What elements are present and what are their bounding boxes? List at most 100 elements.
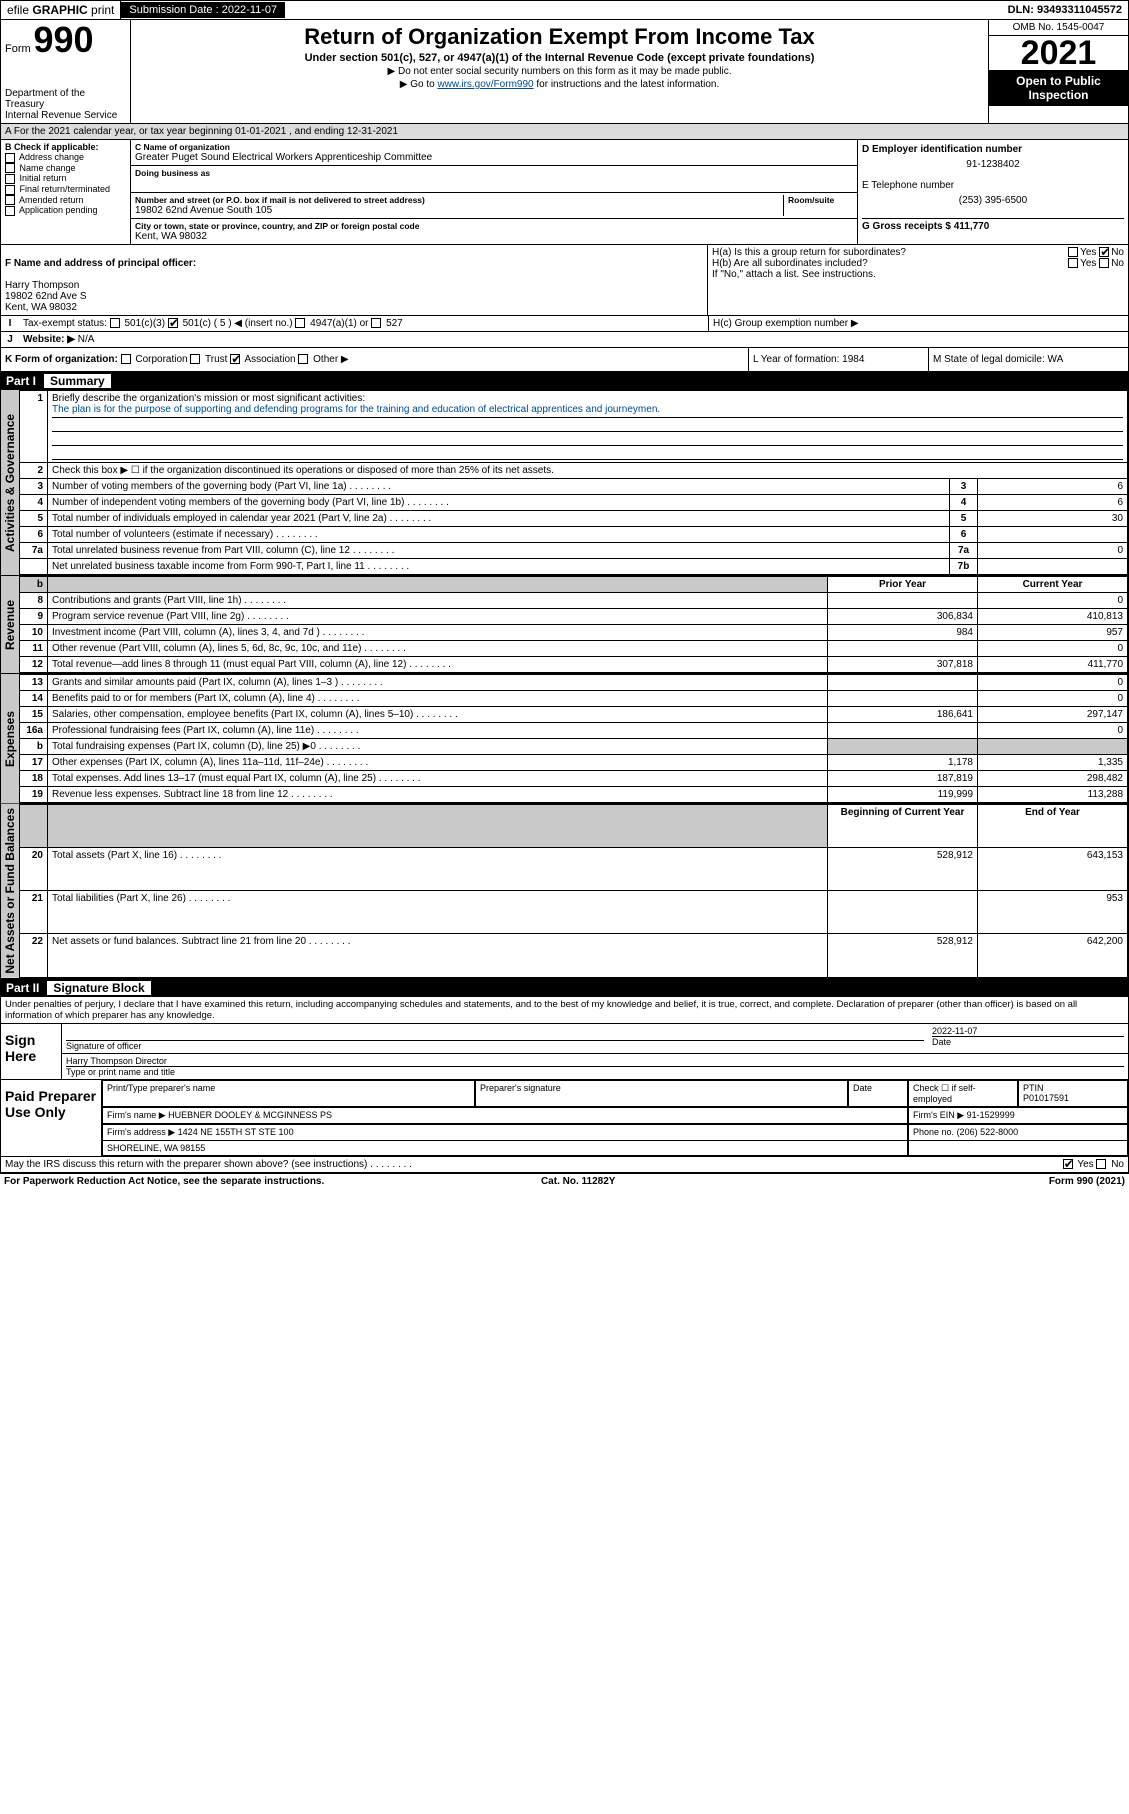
c-dba: Doing business as <box>131 166 857 193</box>
gov-row: 7aTotal unrelated business revenue from … <box>20 543 1128 559</box>
efile-graphic: GRAPHIC <box>32 3 87 17</box>
b-chk[interactable] <box>5 163 15 173</box>
b-item: Final return/terminated <box>5 184 126 195</box>
sign-here-label: Sign Here <box>1 1024 61 1079</box>
c-addr-val: 19802 62nd Avenue South 105 <box>135 205 783 216</box>
na-hdr-boy: Beginning of Current Year <box>828 805 978 848</box>
exp-wrap: Expenses 13Grants and similar amounts pa… <box>0 674 1129 804</box>
f-officer: F Name and address of principal officer:… <box>1 245 708 315</box>
gov-row: 4Number of independent voting members of… <box>20 495 1128 511</box>
discuss-no: No <box>1111 1159 1124 1170</box>
phone-lab: Phone no. <box>913 1127 954 1137</box>
sig-date: 2022-11-07 <box>932 1026 1124 1036</box>
data-row: 15Salaries, other compensation, employee… <box>20 707 1128 723</box>
officer-name: Harry Thompson Director <box>66 1056 1124 1066</box>
form-number: 990 <box>33 19 93 60</box>
g-gross: G Gross receipts $ 411,770 <box>862 221 989 232</box>
prep-name-h: Print/Type preparer's name <box>102 1080 475 1107</box>
form-title: Return of Organization Exempt From Incom… <box>137 24 982 50</box>
b-chk[interactable] <box>5 185 15 195</box>
data-row: 18Total expenses. Add lines 13–17 (must … <box>20 771 1128 787</box>
prep-sig-h: Preparer's signature <box>475 1080 848 1107</box>
sign-here-row: Sign Here Signature of officer 2022-11-0… <box>1 1023 1128 1079</box>
e-phone-label: E Telephone number <box>862 180 954 191</box>
k-chk-0[interactable] <box>121 354 131 364</box>
vtab-rev: Revenue <box>1 576 19 673</box>
i-chk-1[interactable] <box>168 318 178 328</box>
faddr2: SHORELINE, WA 98155 <box>102 1141 908 1156</box>
ptin-lab: PTIN <box>1023 1083 1044 1093</box>
j-val: N/A <box>78 334 95 345</box>
c-city-val: Kent, WA 98032 <box>135 231 853 242</box>
part2-hdr-label: Part II <box>6 981 39 995</box>
row-j: J Website: ▶ N/A <box>0 332 1129 348</box>
discuss-no-chk[interactable] <box>1096 1159 1106 1169</box>
ha-yes: Yes <box>1080 247 1096 258</box>
footer-mid: Cat. No. 11282Y <box>541 1176 615 1187</box>
j-body: Website: ▶ N/A <box>19 332 1128 347</box>
k-chk-1[interactable] <box>190 354 200 364</box>
k-opt-3: Other ▶ <box>313 354 348 365</box>
c-name: C Name of organization Greater Puget Sou… <box>131 140 857 166</box>
i-chk-2[interactable] <box>295 318 305 328</box>
b-item: Name change <box>5 163 126 174</box>
faddr-val: 1424 NE 155TH ST STE 100 <box>178 1127 294 1137</box>
form-prefix: Form <box>5 43 31 55</box>
efile-label: efile GRAPHIC print <box>1 1 121 19</box>
sig-date-label: Date <box>932 1036 1124 1047</box>
discuss-yes-chk[interactable] <box>1063 1159 1073 1169</box>
part2-title: Signature Block <box>47 981 150 995</box>
rev-hdr-py: Prior Year <box>828 577 978 593</box>
k-chk-2[interactable] <box>230 354 240 364</box>
c-addr: Number and street (or P.O. box if mail i… <box>131 193 857 219</box>
declaration: Under penalties of perjury, I declare th… <box>1 997 1128 1023</box>
i-opt-3: 527 <box>386 318 403 329</box>
d-ein-label: D Employer identification number <box>862 144 1022 155</box>
i-opt-1: 501(c) ( 5 ) ◀ (insert no.) <box>183 318 293 329</box>
b-chk[interactable] <box>5 174 15 184</box>
gov-row: 6Total number of volunteers (estimate if… <box>20 527 1128 543</box>
hb-note: If "No," attach a list. See instructions… <box>712 269 1124 280</box>
i-chk-0[interactable] <box>110 318 120 328</box>
irs-link[interactable]: www.irs.gov/Form990 <box>437 79 533 90</box>
mission-text: The plan is for the purpose of supportin… <box>52 404 1123 418</box>
discuss-text: May the IRS discuss this return with the… <box>5 1159 412 1170</box>
i-body: Tax-exempt status: 501(c)(3) 501(c) ( 5 … <box>19 316 708 331</box>
sig-block: Under penalties of perjury, I declare th… <box>0 997 1129 1173</box>
h-group: H(a) Is this a group return for subordin… <box>708 245 1128 315</box>
paid-preparer-row: Paid Preparer Use Only Print/Type prepar… <box>1 1079 1128 1156</box>
m-state: M State of legal domicile: WA <box>928 348 1128 371</box>
data-row: 16aProfessional fundraising fees (Part I… <box>20 723 1128 739</box>
data-row: 8Contributions and grants (Part VIII, li… <box>20 593 1128 609</box>
data-row: 13Grants and similar amounts paid (Part … <box>20 675 1128 691</box>
f-val: Harry Thompson 19802 62nd Ave S Kent, WA… <box>5 280 87 313</box>
data-row: 20Total assets (Part X, line 16)528,9126… <box>20 848 1128 891</box>
hb-yes-chk[interactable] <box>1068 258 1078 268</box>
line-a-taxyear: A For the 2021 calendar year, or tax yea… <box>0 124 1129 140</box>
form-header: Form 990 Department of the Treasury Inte… <box>0 20 1129 124</box>
ha-yes-chk[interactable] <box>1068 247 1078 257</box>
paid-cells: Print/Type preparer's name Preparer's si… <box>101 1080 1128 1156</box>
phone-val: (206) 522-8000 <box>957 1127 1019 1137</box>
rev-wrap: Revenue b Prior Year Current Year 8Contr… <box>0 576 1129 674</box>
discuss-yes: Yes <box>1077 1159 1093 1170</box>
i-lab: I <box>1 316 19 331</box>
data-row: 17Other expenses (Part IX, column (A), l… <box>20 755 1128 771</box>
col-d: D Employer identification number 91-1238… <box>858 140 1128 244</box>
j-lab: J <box>1 332 19 347</box>
b-chk[interactable] <box>5 153 15 163</box>
col-c: C Name of organization Greater Puget Sou… <box>131 140 858 244</box>
rev-table: b Prior Year Current Year 8Contributions… <box>19 576 1128 673</box>
i-opt-2: 4947(a)(1) or <box>310 318 368 329</box>
k-chk-3[interactable] <box>298 354 308 364</box>
b-chk[interactable] <box>5 195 15 205</box>
sig-officer-label: Signature of officer <box>66 1040 924 1051</box>
header-left: Form 990 Department of the Treasury Inte… <box>1 20 131 123</box>
row-i: I Tax-exempt status: 501(c)(3) 501(c) ( … <box>0 316 1129 332</box>
hb-no-chk[interactable] <box>1099 258 1109 268</box>
i-chk-3[interactable] <box>371 318 381 328</box>
ha-no-chk[interactable] <box>1099 247 1109 257</box>
b-chk[interactable] <box>5 206 15 216</box>
hb-yes: Yes <box>1080 258 1096 269</box>
note-link: ▶ Go to www.irs.gov/Form990 for instruct… <box>137 79 982 90</box>
